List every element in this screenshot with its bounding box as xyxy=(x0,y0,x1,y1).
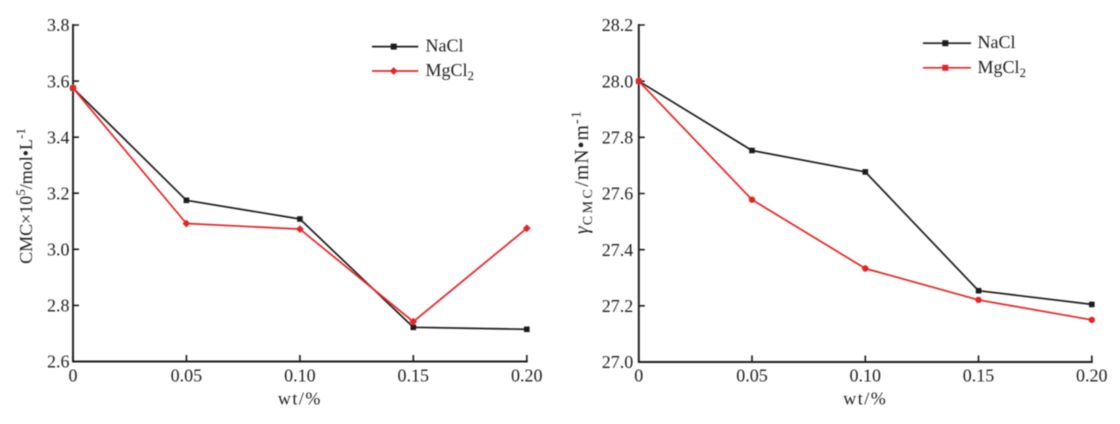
svg-text:0.05: 0.05 xyxy=(736,366,768,386)
svg-text:wt/%: wt/% xyxy=(278,389,322,409)
svg-text:MgCl2: MgCl2 xyxy=(426,60,475,83)
svg-text:0.10: 0.10 xyxy=(850,366,882,386)
svg-text:3.0: 3.0 xyxy=(47,240,70,260)
svg-text:27.8: 27.8 xyxy=(602,128,634,148)
svg-text:27.6: 27.6 xyxy=(602,184,634,204)
svg-text:3.6: 3.6 xyxy=(47,71,70,91)
svg-text:28.2: 28.2 xyxy=(602,15,634,35)
svg-text:3.4: 3.4 xyxy=(47,127,70,147)
svg-text:CMC×105/mol•L-1: CMC×105/mol•L-1 xyxy=(13,128,36,264)
svg-text:28.0: 28.0 xyxy=(602,71,634,91)
svg-text:wt/%: wt/% xyxy=(843,389,887,409)
svg-text:NaCl: NaCl xyxy=(978,32,1016,52)
svg-text:MgCl2: MgCl2 xyxy=(978,57,1027,80)
svg-text:3.8: 3.8 xyxy=(47,15,70,35)
svg-text:27.0: 27.0 xyxy=(602,352,634,372)
svg-text:0.05: 0.05 xyxy=(171,366,203,386)
svg-text:γCMC/mN•m-1: γCMC/mN•m-1 xyxy=(570,110,597,234)
svg-text:2.6: 2.6 xyxy=(47,352,70,372)
svg-text:0.15: 0.15 xyxy=(398,366,430,386)
svg-text:0: 0 xyxy=(69,366,78,386)
svg-text:0.10: 0.10 xyxy=(284,366,316,386)
svg-text:0.15: 0.15 xyxy=(963,366,995,386)
svg-text:27.4: 27.4 xyxy=(602,240,634,260)
svg-text:0: 0 xyxy=(634,366,643,386)
svg-text:2.8: 2.8 xyxy=(47,296,70,316)
svg-text:3.2: 3.2 xyxy=(47,183,70,203)
svg-text:0.20: 0.20 xyxy=(511,366,543,386)
svg-text:NaCl: NaCl xyxy=(426,36,464,56)
svg-text:27.2: 27.2 xyxy=(602,296,634,316)
svg-text:0.20: 0.20 xyxy=(1076,366,1108,386)
